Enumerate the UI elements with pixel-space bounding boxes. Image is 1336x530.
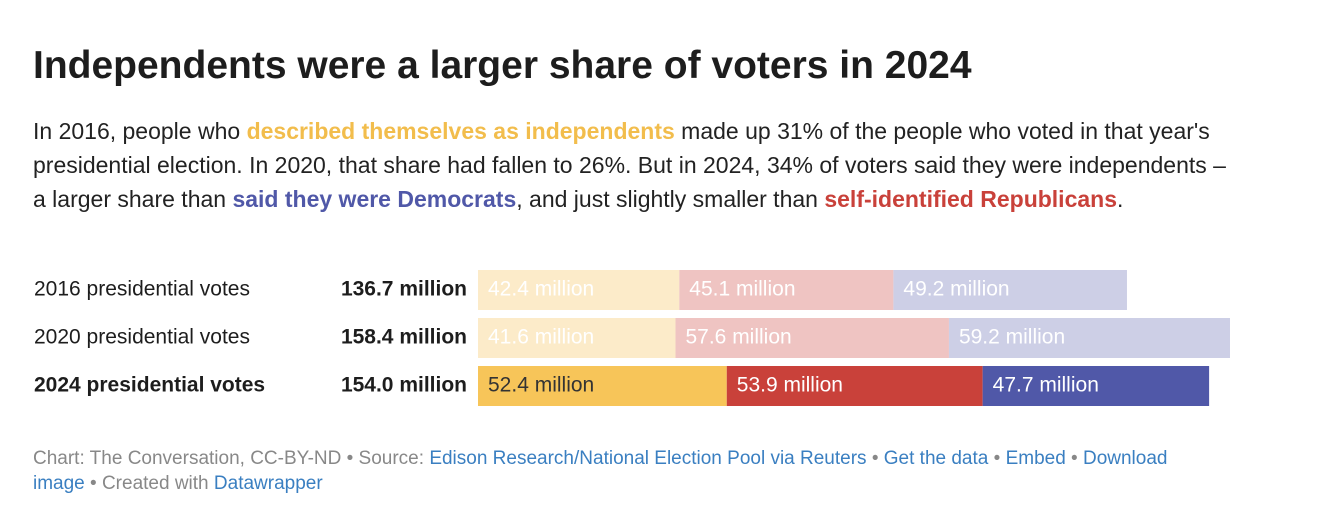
subtitle-highlight: self-identified Republicans <box>824 186 1117 212</box>
bar-segment <box>478 318 676 358</box>
value-label: 57.6 million <box>685 326 791 349</box>
bar-segment <box>478 366 727 406</box>
footer-text: • <box>866 448 884 469</box>
bar-segment <box>675 318 949 358</box>
value-label: 45.1 million <box>689 278 795 301</box>
subtitle-highlight: described themselves as independents <box>246 118 675 144</box>
row-total: 158.4 million <box>341 326 467 349</box>
value-label: 41.6 million <box>488 326 594 349</box>
value-label: 49.2 million <box>903 278 1009 301</box>
footer-link[interactable]: Edison Research/National Election Pool v… <box>429 448 867 469</box>
footer-link[interactable]: Embed <box>1005 448 1066 469</box>
bar-segment <box>893 270 1127 310</box>
row-total: 154.0 million <box>341 374 467 397</box>
footer-text: • Created with <box>84 473 214 494</box>
footer-link[interactable]: Get the data <box>883 448 989 469</box>
row-label: 2020 presidential votes <box>34 326 250 349</box>
footer-text: • <box>988 448 1006 469</box>
value-label: 59.2 million <box>959 326 1065 349</box>
footer-text: Chart: The Conversation, CC-BY-ND • Sour… <box>33 448 430 469</box>
subtitle-highlight: said they were Democrats <box>232 186 517 212</box>
chart: 2016 presidential votes 136.7 million 42.4… <box>34 270 1230 406</box>
bar-segment <box>726 366 983 406</box>
chart-footer: Chart: The Conversation, CC-BY-ND • Sour… <box>33 446 1223 496</box>
value-label: 52.4 million <box>488 374 594 397</box>
value-label: 53.9 million <box>737 374 843 397</box>
subtitle-text: made up 31% of the people who voted in t… <box>33 118 1226 212</box>
subtitle-text: . <box>1117 186 1124 212</box>
subtitle-text: , and just slightly smaller than <box>516 186 825 212</box>
chart-title: Independents were a larger share of vote… <box>33 44 972 87</box>
footer-link[interactable]: Download image <box>33 448 1168 494</box>
row-label: 2016 presidential votes <box>34 278 250 301</box>
subtitle-text: In 2016, people who <box>33 118 247 144</box>
bar-segment <box>679 270 894 310</box>
row-label: 2024 presidential votes <box>34 374 265 397</box>
bar-segment <box>948 318 1230 358</box>
row-total: 136.7 million <box>341 278 467 301</box>
bar-segment <box>478 270 680 310</box>
footer-text: • <box>1065 448 1083 469</box>
bar-segment <box>982 366 1210 406</box>
footer-link[interactable]: Datawrapper <box>213 473 323 494</box>
chart-subtitle: In 2016, people who described themselves… <box>33 114 1233 216</box>
value-label: 42.4 million <box>488 278 594 301</box>
value-label: 47.7 million <box>993 374 1099 397</box>
